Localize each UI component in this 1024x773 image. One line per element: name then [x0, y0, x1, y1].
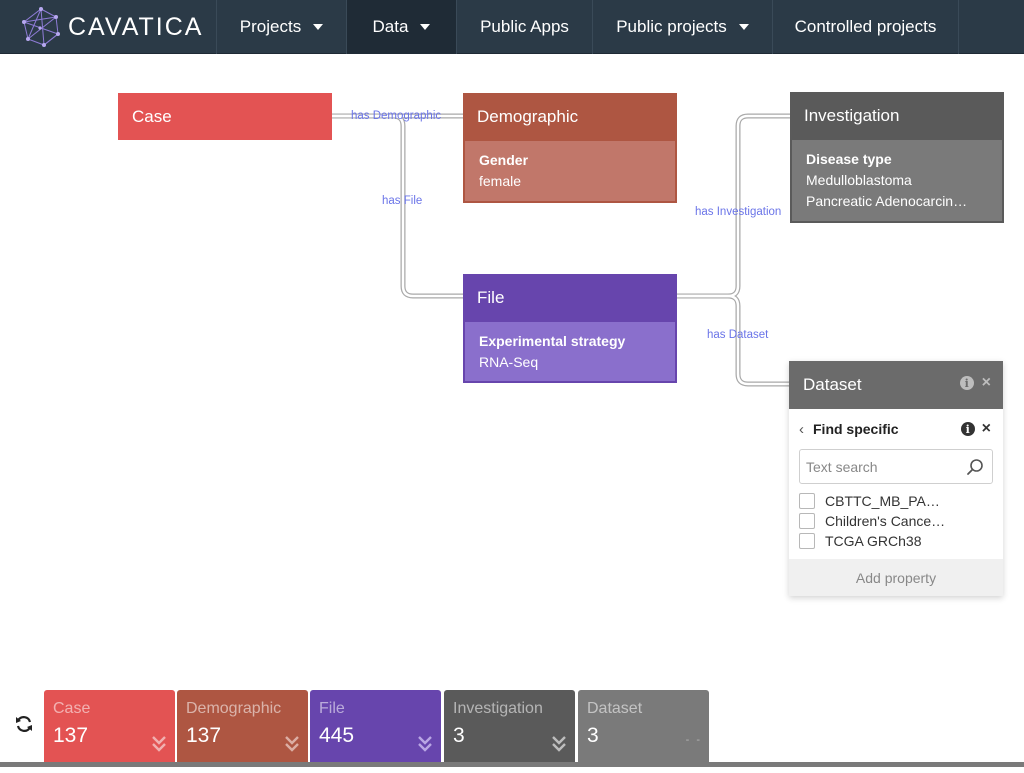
chevron-left-icon[interactable]: ‹ — [799, 420, 804, 438]
count-tile-demographic[interactable]: Demographic 137 — [177, 690, 308, 762]
node-case-title: Case — [132, 106, 172, 126]
option-checkbox[interactable] — [799, 533, 815, 549]
double-chevron-down-icon[interactable] — [284, 735, 300, 753]
brand-name: CAVATICA — [68, 12, 204, 41]
caret-down-icon — [313, 24, 324, 30]
close-icon[interactable]: × — [981, 420, 991, 437]
find-specific-row: ‹ Find specific i × — [789, 409, 1003, 449]
node-file-property: Experimental strategy — [479, 333, 626, 349]
node-dataset[interactable]: Dataset i × ‹ Find specific i × CBTTC_MB… — [789, 361, 1003, 596]
count-tile-value: 137 — [186, 724, 222, 747]
nav-public-projects-label: Public projects — [616, 17, 727, 36]
nav-projects[interactable]: Projects — [216, 0, 346, 54]
count-tile-value: 3 — [587, 724, 599, 747]
dataset-options: CBTTC_MB_PA… Children's Cance… TCGA GRCh… — [789, 484, 1003, 555]
close-icon[interactable]: × — [981, 374, 991, 391]
top-navbar: CAVATICA Projects Data Public Apps Publi… — [0, 0, 1024, 54]
node-investigation-value: Pancreatic Adenocarcin… — [806, 193, 968, 209]
nav-projects-label: Projects — [239, 17, 302, 36]
node-dataset-header: Dataset i × — [789, 361, 1003, 409]
count-tile-value: 137 — [53, 724, 89, 747]
bottom-divider — [0, 762, 1024, 767]
nav-public-apps-label: Public Apps — [480, 17, 569, 36]
add-property-button[interactable]: Add property — [789, 559, 1003, 596]
dataset-option[interactable]: Children's Cance… — [799, 511, 993, 531]
count-tile-dataset[interactable]: Dataset 3 - - — [578, 690, 709, 762]
count-tile-label: Demographic — [186, 700, 282, 717]
info-icon[interactable]: i — [960, 422, 975, 436]
count-tile-value: 445 — [319, 724, 355, 747]
nav-public-projects[interactable]: Public projects — [592, 0, 772, 54]
double-chevron-down-icon[interactable] — [417, 735, 433, 753]
node-investigation-title: Investigation — [804, 106, 900, 125]
caret-down-icon — [420, 24, 431, 30]
edge-label-has-demographic: has Demographic — [351, 110, 442, 122]
dataset-search — [799, 449, 993, 484]
nav-controlled-projects-label: Controlled projects — [794, 17, 937, 36]
node-investigation-filter[interactable]: Disease type Medulloblastoma Pancreatic … — [790, 140, 1004, 223]
refresh-icon[interactable] — [14, 714, 34, 734]
find-specific-label: Find specific — [813, 421, 899, 437]
node-investigation[interactable]: Investigation Disease type Medulloblasto… — [790, 92, 1004, 223]
node-investigation-value: Medulloblastoma — [806, 172, 912, 188]
count-tile-label: Investigation — [453, 700, 543, 717]
node-demographic-value: female — [479, 173, 522, 189]
count-tile-label: Dataset — [587, 700, 643, 717]
node-case[interactable]: Case — [118, 93, 332, 140]
nav-controlled-projects[interactable]: Controlled projects — [772, 0, 959, 54]
nav-data[interactable]: Data — [346, 0, 456, 54]
option-checkbox[interactable] — [799, 493, 815, 509]
collapsed-indicator: - - — [685, 734, 702, 746]
node-demographic-title: Demographic — [477, 107, 579, 126]
dataset-option[interactable]: TCGA GRCh38 — [799, 531, 993, 551]
count-tile-case[interactable]: Case 137 — [44, 690, 175, 762]
double-chevron-down-icon[interactable] — [551, 735, 567, 753]
brand-logo[interactable]: CAVATICA — [0, 0, 216, 54]
nav-public-apps[interactable]: Public Apps — [456, 0, 592, 54]
edge-label-has-file: has File — [382, 195, 423, 207]
node-demographic-property: Gender — [479, 152, 529, 168]
node-demographic-filter[interactable]: Gender female — [463, 141, 677, 203]
node-file-title: File — [477, 288, 505, 307]
option-checkbox[interactable] — [799, 513, 815, 529]
node-file-filter[interactable]: Experimental strategy RNA-Seq — [463, 322, 677, 383]
count-tile-investigation[interactable]: Investigation 3 — [444, 690, 575, 762]
option-label: TCGA GRCh38 — [825, 533, 922, 549]
caret-down-icon — [738, 24, 749, 30]
nav-data-label: Data — [372, 17, 409, 36]
node-demographic[interactable]: Demographic Gender female — [463, 93, 677, 203]
node-investigation-property: Disease type — [806, 151, 892, 167]
dataset-search-input[interactable] — [800, 450, 992, 483]
count-tile-label: File — [319, 700, 345, 717]
search-icon[interactable] — [966, 458, 984, 476]
node-dataset-title: Dataset — [803, 375, 862, 394]
edge-label-has-investigation: has Investigation — [695, 206, 782, 218]
count-tile-value: 3 — [453, 724, 465, 747]
edge-label-has-dataset: has Dataset — [707, 329, 769, 341]
node-file-value: RNA-Seq — [479, 354, 539, 370]
count-tile-file[interactable]: File 445 — [310, 690, 441, 762]
info-icon[interactable]: i — [959, 376, 974, 390]
count-tile-label: Case — [53, 700, 91, 717]
option-label: Children's Cance… — [825, 513, 946, 529]
double-chevron-down-icon[interactable] — [151, 735, 167, 753]
node-file[interactable]: File Experimental strategy RNA-Seq — [463, 274, 677, 383]
cavatica-logo-icon — [22, 7, 60, 47]
dataset-option[interactable]: CBTTC_MB_PA… — [799, 491, 993, 511]
option-label: CBTTC_MB_PA… — [825, 493, 940, 509]
